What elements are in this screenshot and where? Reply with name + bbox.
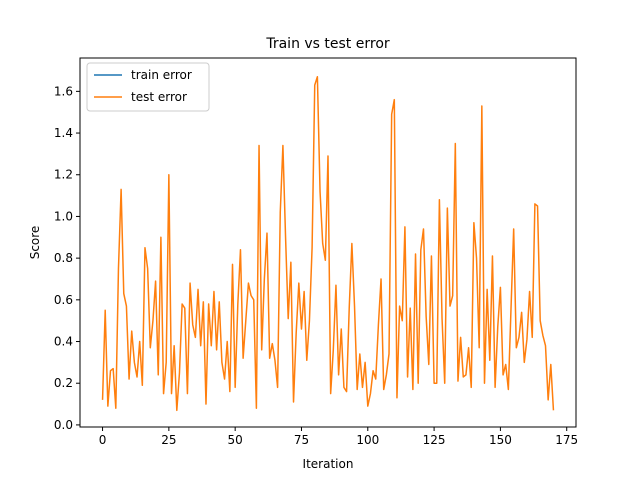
y-tick-label: 0.2 [54, 376, 73, 390]
plot-area [79, 57, 577, 428]
x-tick-label: 75 [294, 433, 309, 447]
axes-frame [79, 57, 577, 428]
legend: train error test error [86, 62, 210, 112]
legend-label-1: test error [131, 90, 187, 104]
series-lines [101, 76, 555, 412]
y-tick-label: 1.2 [54, 168, 73, 182]
x-tick-label: 0 [99, 433, 107, 447]
y-tick-label: 0.8 [54, 251, 73, 265]
series-line-1 [101, 76, 555, 412]
y-axis-ticks: 0.0 0.2 0.4 0.6 0.8 1.0 1.2 1.4 1.6 [54, 84, 80, 432]
x-tick-label: 175 [555, 433, 578, 447]
legend-label-0: train error [131, 68, 192, 82]
x-tick-label: 50 [228, 433, 243, 447]
x-tick-label: 150 [489, 433, 512, 447]
x-axis-label: Iteration [303, 457, 354, 471]
x-tick-label: 25 [161, 433, 176, 447]
y-tick-label: 1.4 [54, 126, 73, 140]
x-tick-label: 125 [423, 433, 446, 447]
y-tick-label: 0.6 [54, 293, 73, 307]
x-axis-ticks: 0 25 50 75 100 125 150 175 [99, 427, 578, 447]
y-tick-label: 0.0 [54, 418, 73, 432]
y-axis-label: Score [28, 226, 42, 260]
x-tick-label: 100 [356, 433, 379, 447]
y-tick-label: 0.4 [54, 335, 73, 349]
y-tick-label: 1.6 [54, 84, 73, 98]
y-tick-label: 1.0 [54, 209, 73, 223]
chart-title: Train vs test error [265, 36, 390, 52]
